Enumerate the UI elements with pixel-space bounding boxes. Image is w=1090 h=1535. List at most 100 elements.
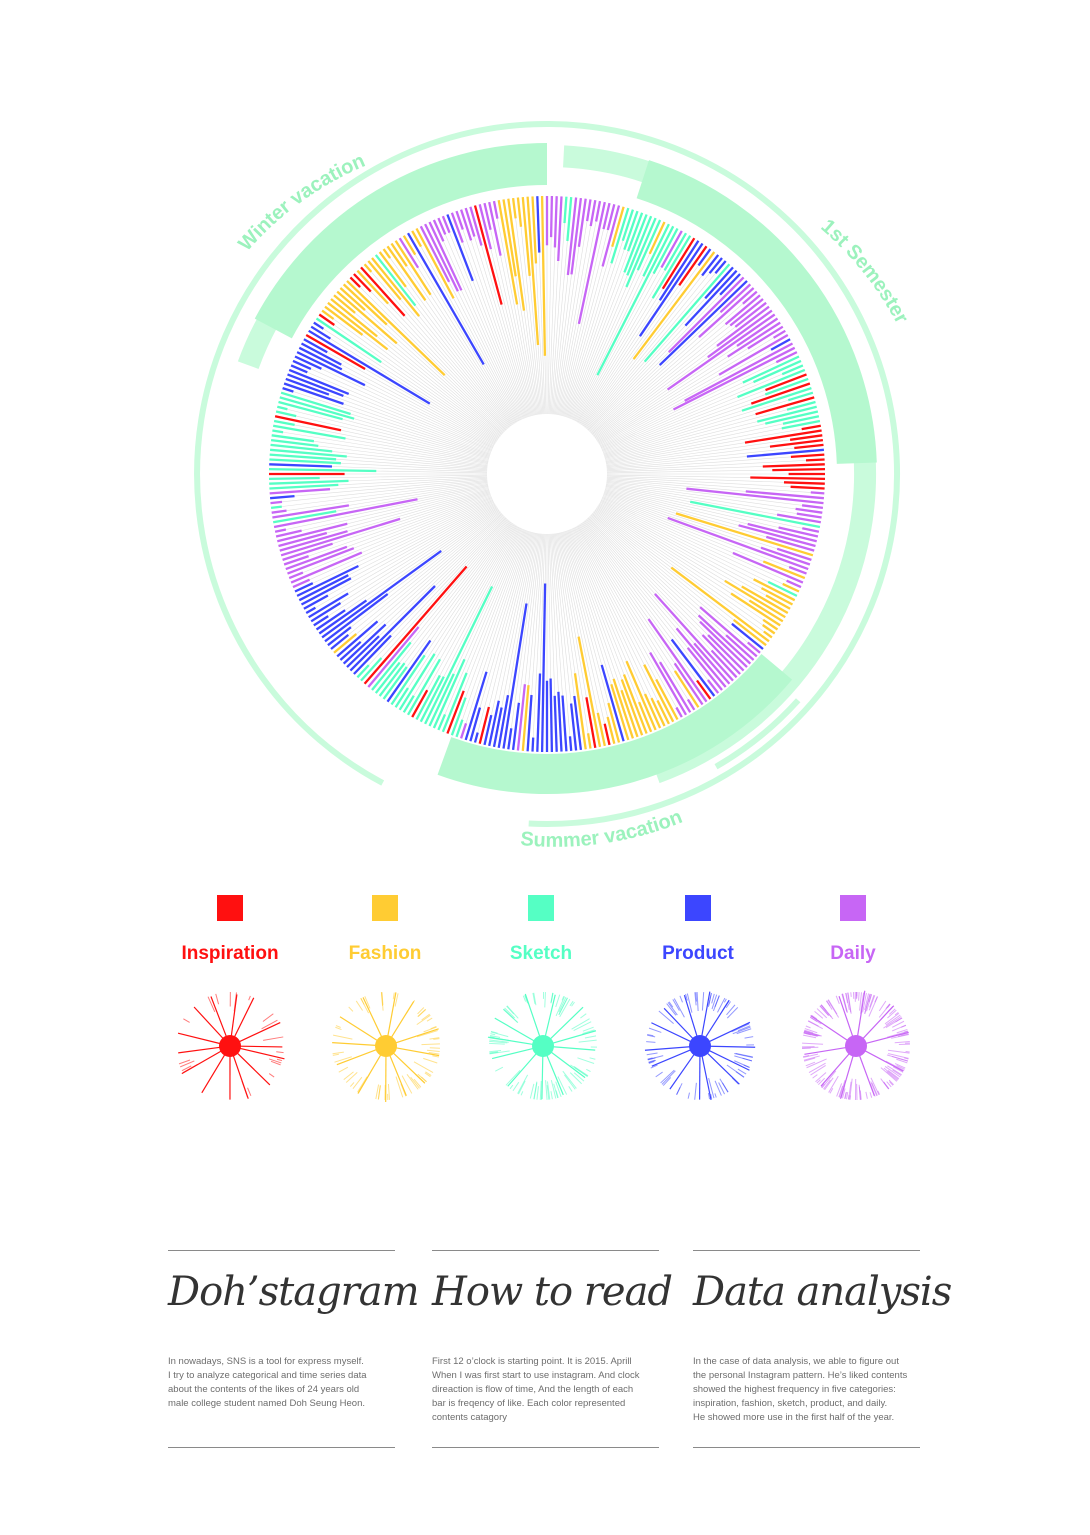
bar-daily <box>273 498 418 529</box>
bar-daily <box>707 634 745 672</box>
mini-spoke <box>550 1051 586 1079</box>
bar-sketch <box>689 500 821 529</box>
bar-inspiration <box>790 485 825 490</box>
mini-bar <box>870 1081 878 1097</box>
grid-line <box>484 203 534 416</box>
mini-bar <box>247 1087 252 1096</box>
bar-daily <box>667 276 745 354</box>
mini-bar <box>550 992 554 1002</box>
mini-bar <box>870 1077 880 1096</box>
mini-bar <box>546 1085 550 1100</box>
bar-daily <box>557 196 563 262</box>
mini-spoke <box>651 1022 692 1043</box>
mini-bar <box>694 992 697 1006</box>
bar-daily <box>719 283 752 314</box>
grid-line <box>560 532 610 745</box>
mini-bar <box>578 1039 597 1043</box>
mini-bar <box>809 1016 818 1023</box>
bar-daily <box>660 230 683 269</box>
mini-bar <box>335 1025 341 1028</box>
mini-bar <box>804 1029 814 1034</box>
bar-product <box>670 638 716 697</box>
grid-line <box>275 486 489 533</box>
bar-daily <box>778 526 819 538</box>
period-bands <box>194 120 900 827</box>
mini-bar <box>332 1034 353 1040</box>
grid-line <box>403 235 517 423</box>
grid-line <box>583 254 719 427</box>
bar-sketch <box>437 713 447 731</box>
bar-fashion <box>516 197 523 227</box>
bar-daily <box>577 201 606 325</box>
bar-daily <box>367 626 420 688</box>
grid-line <box>551 533 572 751</box>
mini-bar <box>506 1005 515 1015</box>
mini-bar <box>505 1070 521 1086</box>
mini-bar <box>183 1018 190 1023</box>
bar-daily <box>747 522 817 543</box>
bar-fashion <box>655 678 679 721</box>
grid-line <box>601 499 800 592</box>
grid-line <box>557 200 596 415</box>
mini-bar <box>571 1018 590 1030</box>
grid-line <box>604 392 813 457</box>
mini-bar <box>884 1066 901 1078</box>
bar-inspiration <box>363 565 468 685</box>
mini-bar <box>737 1068 747 1075</box>
mini-bar <box>900 1024 907 1028</box>
bar-daily <box>701 634 741 675</box>
legend-fashion: Fashion <box>315 895 455 965</box>
grid-line <box>438 217 524 419</box>
mini-bar <box>667 1002 678 1016</box>
mini-spoke <box>862 1005 895 1040</box>
mini-bar <box>802 1046 819 1049</box>
grid-line <box>290 365 492 451</box>
bar-sketch <box>424 585 494 725</box>
summer-outer-arc <box>714 698 801 770</box>
grid-line <box>606 483 822 518</box>
bar-inspiration <box>769 438 824 448</box>
grid-line <box>592 512 761 653</box>
bar-product <box>540 583 547 753</box>
mini-bar <box>432 1055 439 1058</box>
mini-spoke <box>804 1046 847 1055</box>
mini-bar <box>878 1000 887 1012</box>
bar-sketch <box>390 654 426 706</box>
mini-bar <box>886 1081 892 1088</box>
mini-center-dot <box>219 1035 241 1057</box>
mini-bar <box>571 1001 575 1007</box>
mini-bar <box>695 992 698 1002</box>
mini-bar <box>489 1051 499 1054</box>
grid-line <box>606 425 821 464</box>
bar-daily <box>786 579 802 589</box>
mini-bar <box>268 1058 282 1064</box>
bar-daily <box>288 571 304 580</box>
bar-daily <box>280 517 401 557</box>
product-label: Product <box>662 943 734 964</box>
mini-bar <box>276 1051 284 1054</box>
bar-sketch <box>374 661 401 694</box>
bar-product <box>313 615 329 627</box>
mini-bar <box>413 1078 422 1088</box>
mini-spoke <box>390 1001 415 1038</box>
mini-spoke <box>210 996 227 1037</box>
bar-fashion <box>762 624 776 635</box>
mini-bar <box>885 1014 901 1026</box>
bar-sketch <box>398 653 436 711</box>
grid-line <box>575 526 683 718</box>
bar-fashion <box>596 712 606 747</box>
grid-line <box>565 209 634 418</box>
mini-bar <box>803 1034 817 1039</box>
bar-fashion <box>611 206 625 248</box>
bar-sketch <box>636 219 662 271</box>
bar-product <box>568 736 573 751</box>
grid-line <box>456 530 528 737</box>
bar-fashion <box>762 618 779 631</box>
grid-line <box>599 502 791 610</box>
mini-bar <box>871 1082 878 1096</box>
bar-product <box>536 673 542 752</box>
bar-fashion <box>415 227 455 299</box>
grid-line <box>289 496 492 579</box>
bar-sketch <box>268 467 377 473</box>
column-top-rule <box>693 1250 920 1251</box>
